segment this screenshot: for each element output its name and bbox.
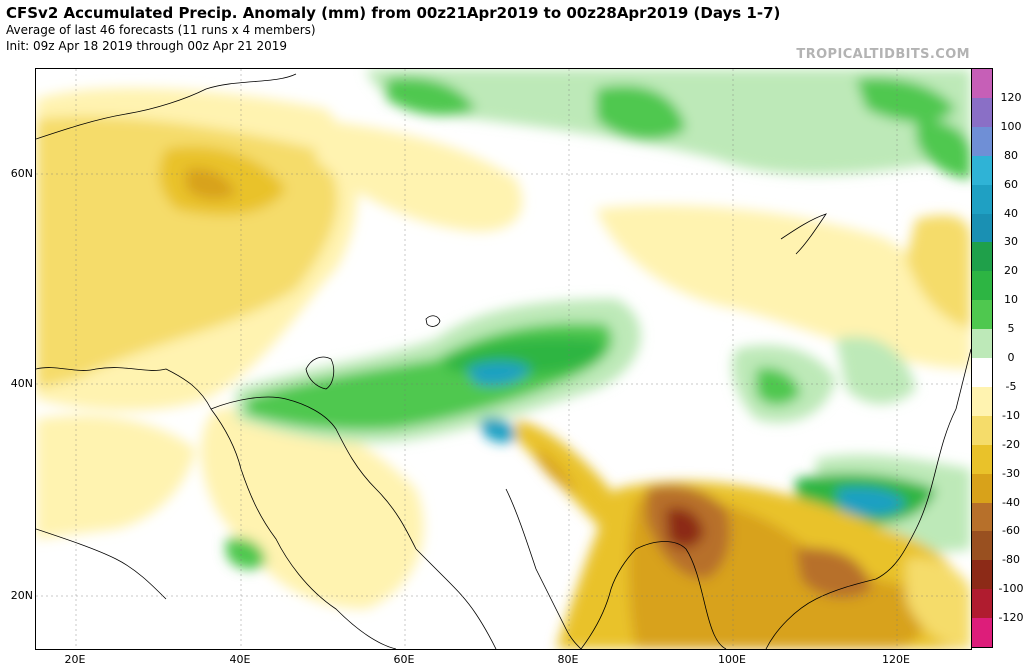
colorbar-label: 120 xyxy=(1000,90,1022,104)
lon-label-100e: 100E xyxy=(718,653,746,666)
colorbar-cell xyxy=(972,531,992,561)
colorbar-cell xyxy=(972,271,992,301)
colorbar-label: -20 xyxy=(1002,437,1020,451)
colorbar-label: -30 xyxy=(1002,466,1020,480)
lat-label-60n: 60N xyxy=(10,167,33,180)
header: CFSv2 Accumulated Precip. Anomaly (mm) f… xyxy=(6,4,780,54)
colorbar-cell xyxy=(972,473,992,503)
colorbar-cell xyxy=(972,386,992,417)
colorbar xyxy=(971,68,993,648)
map-canvas xyxy=(36,69,971,649)
lon-label-20e: 20E xyxy=(64,653,86,666)
lon-label-80e: 80E xyxy=(557,653,579,666)
colorbar-cell xyxy=(972,213,992,243)
colorbar-cell xyxy=(972,589,992,619)
colorbar-label: 0 xyxy=(1007,351,1015,364)
colorbar-label: -80 xyxy=(1002,553,1020,567)
colorbar-label: -60 xyxy=(1002,524,1020,538)
precipitation-anomaly-map xyxy=(35,68,972,650)
colorbar-cell xyxy=(972,560,992,590)
colorbar-cell xyxy=(972,358,992,388)
colorbar-label: 5 xyxy=(1007,322,1015,336)
colorbar-label: -10 xyxy=(1002,408,1020,422)
colorbar-cell xyxy=(972,415,992,446)
colorbar-label: 10 xyxy=(1004,293,1018,307)
colorbar-label: 30 xyxy=(1004,235,1018,249)
chart-subtitle: Average of last 46 forecasts (11 runs x … xyxy=(6,23,316,37)
brand-watermark: TROPICALTIDBITS.COM xyxy=(796,47,970,62)
colorbar-label: -40 xyxy=(1002,495,1020,509)
colorbar-label: 100 xyxy=(1000,119,1022,133)
colorbar-cell xyxy=(972,97,992,128)
colorbar-cell xyxy=(972,300,992,330)
init-time: Init: 09z Apr 18 2019 through 00z Apr 21… xyxy=(6,39,287,53)
colorbar-label: -120 xyxy=(998,611,1024,625)
colorbar-cell xyxy=(972,618,992,648)
colorbar-label: -5 xyxy=(1005,379,1017,393)
lat-label-20n: 20N xyxy=(10,589,33,602)
colorbar-label: 40 xyxy=(1004,206,1018,220)
colorbar-label: 20 xyxy=(1004,264,1018,278)
lon-label-40e: 40E xyxy=(229,653,251,666)
colorbar-cell xyxy=(972,155,992,186)
lat-label-40n: 40N xyxy=(10,377,33,390)
colorbar-cell xyxy=(972,329,992,359)
colorbar-label: 80 xyxy=(1004,148,1018,162)
colorbar-cell xyxy=(972,184,992,214)
colorbar-cell xyxy=(972,502,992,532)
colorbar-cell xyxy=(972,69,992,99)
colorbar-cell xyxy=(972,242,992,272)
lon-label-120e: 120E xyxy=(882,653,910,666)
colorbar-cell xyxy=(972,444,992,475)
lon-label-60e: 60E xyxy=(393,653,415,666)
colorbar-cell xyxy=(972,126,992,157)
colorbar-label: 60 xyxy=(1004,177,1018,191)
chart-title: CFSv2 Accumulated Precip. Anomaly (mm) f… xyxy=(6,4,781,22)
colorbar-label: -100 xyxy=(998,582,1024,596)
